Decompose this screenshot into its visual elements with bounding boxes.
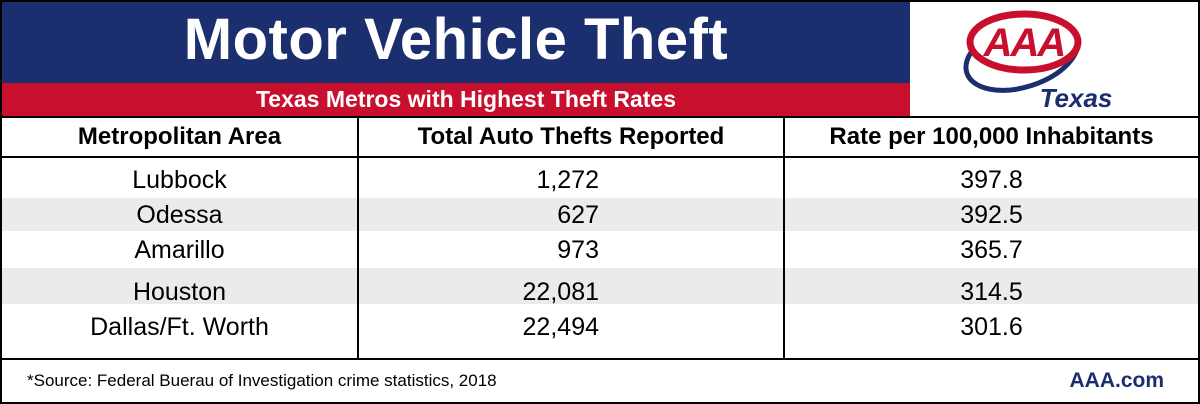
source-note: *Source: Federal Buerau of Investigation…: [27, 371, 497, 390]
cell-thefts: 22,494: [522, 312, 599, 341]
row-band: [2, 198, 1198, 231]
cell-rate: 365.7: [960, 235, 1023, 264]
cell-area: Dallas/Ft. Worth: [90, 312, 269, 341]
cell-thefts: 627: [557, 200, 599, 229]
title-banner: [2, 2, 910, 83]
logo-wordmark: AAA: [983, 21, 1065, 65]
aaa-logo-icon: AAA Texas: [963, 10, 1113, 113]
site-link[interactable]: AAA.com: [1069, 369, 1164, 392]
column-divider: [783, 116, 785, 360]
cell-thefts: 22,081: [522, 277, 599, 306]
column-header-thefts: Total Auto Thefts Reported: [417, 123, 725, 150]
aaa-texas-logo: AAA Texas: [910, 2, 1198, 116]
cell-area: Lubbock: [132, 165, 227, 194]
page-subtitle: Texas Metros with Highest Theft Rates: [255, 86, 677, 112]
header-divider: [0, 116, 1200, 118]
subtitle-banner: Texas Metros with Highest Theft Rates: [2, 83, 910, 116]
column-divider: [357, 116, 359, 360]
logo-region: Texas: [1040, 83, 1113, 113]
cell-rate: 397.8: [960, 165, 1023, 194]
footer: *Source: Federal Buerau of Investigation…: [2, 360, 1198, 402]
cell-rate: 392.5: [960, 200, 1023, 229]
cell-area: Odessa: [136, 200, 223, 229]
cell-thefts: 973: [557, 235, 599, 264]
footer-divider: [0, 358, 1200, 360]
column-header-divider: [0, 156, 1200, 158]
cell-area: Houston: [132, 277, 227, 306]
column-header-area: Metropolitan Area: [77, 123, 282, 150]
row-band: [2, 268, 1198, 304]
cell-rate: 314.5: [960, 277, 1023, 306]
cell-area: Amarillo: [134, 235, 225, 264]
cell-thefts: 1,272: [536, 165, 599, 194]
page-title: Motor Vehicle Theft: [183, 7, 729, 72]
column-header-rate: Rate per 100,000 Inhabitants: [829, 123, 1154, 150]
cell-rate: 301.6: [960, 312, 1023, 341]
